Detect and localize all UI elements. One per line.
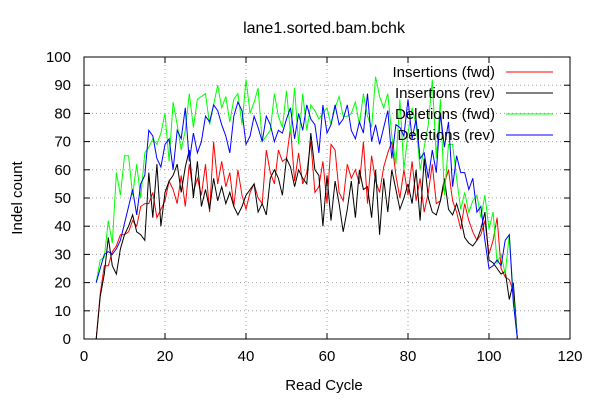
- x-tick-label: 40: [238, 348, 255, 365]
- y-tick-label: 0: [63, 331, 71, 348]
- y-tick-label: 50: [54, 190, 71, 207]
- series-line-deletions-fwd: [95, 76, 518, 340]
- series-line-insertions-fwd: [95, 127, 518, 340]
- legend-label: Deletions (fwd): [395, 106, 495, 123]
- legend: Insertions (fwd) Insertions (rev) Deletion…: [392, 64, 553, 144]
- legend-label: Insertions (fwd): [392, 64, 495, 81]
- legend-label: Insertions (rev): [395, 85, 495, 102]
- y-tick-label: 80: [54, 105, 71, 122]
- legend-label: Deletions (rev): [397, 127, 495, 144]
- y-tick-label: 10: [54, 303, 71, 320]
- y-tick-label: 60: [54, 162, 71, 179]
- y-tick-label: 40: [54, 218, 71, 235]
- y-tick-label: 90: [54, 77, 71, 94]
- y-axis-label: Indel count: [9, 160, 26, 234]
- y-tick-label: 20: [54, 275, 71, 292]
- x-tick-label: 60: [319, 348, 336, 365]
- series-line-deletions-rev: [95, 93, 518, 340]
- chart-title: lane1.sorted.bam.bchk: [243, 20, 406, 37]
- y-tick-label: 30: [54, 246, 71, 263]
- axis-ticks: 0 20 40 60 80 100 120 0 10 20 30 40 50 60 70 80 90 100: [46, 49, 583, 365]
- x-tick-label: 120: [557, 348, 582, 365]
- series-layer: [95, 76, 518, 340]
- series-line-insertions-rev: [95, 133, 518, 340]
- x-tick-label: 0: [80, 348, 88, 365]
- y-tick-label: 70: [54, 134, 71, 151]
- x-axis-label: Read Cycle: [285, 377, 363, 394]
- x-tick-label: 100: [476, 348, 501, 365]
- x-tick-label: 80: [400, 348, 417, 365]
- x-tick-label: 20: [157, 348, 174, 365]
- y-tick-label: 100: [46, 49, 71, 66]
